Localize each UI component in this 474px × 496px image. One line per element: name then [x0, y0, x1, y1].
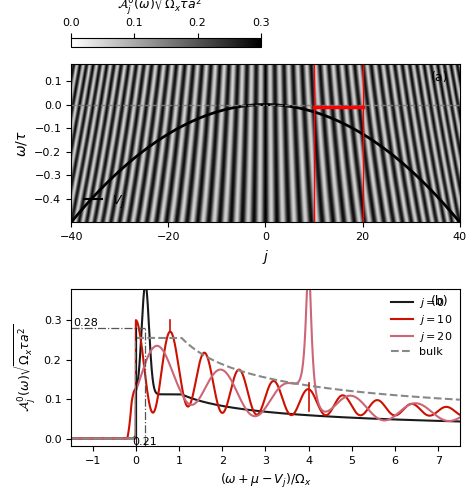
bulk [457, 397, 463, 403]
$j = 20$ [408, 401, 413, 407]
Y-axis label: $\mathcal{A}_j^0(\omega)\sqrt{\Omega_x \tau a^2}$: $\mathcal{A}_j^0(\omega)\sqrt{\Omega_x \… [13, 323, 38, 412]
$j = 20$ [68, 435, 74, 441]
X-axis label: $j$: $j$ [262, 248, 269, 265]
$j = 0$ [234, 405, 240, 411]
$j = 20$ [234, 389, 240, 395]
$j = 0$ [449, 418, 455, 424]
$j = 10$ [113, 435, 118, 441]
bulk [133, 335, 139, 341]
$j = 0$ [143, 281, 148, 287]
Text: 0.28: 0.28 [73, 318, 98, 328]
Text: (a): (a) [430, 71, 448, 84]
$j = 0$ [136, 372, 141, 378]
$j = 20$ [113, 435, 118, 441]
$j = 10$ [68, 435, 74, 441]
$j = 0$ [113, 435, 118, 441]
Text: (b): (b) [430, 295, 448, 308]
$j = 10$ [235, 368, 240, 373]
$j = 0$ [457, 419, 463, 425]
$j = 0$ [68, 435, 74, 441]
$j = 10$ [136, 325, 142, 331]
X-axis label: $(\omega + \mu - V_j)/\Omega_x$: $(\omega + \mu - V_j)/\Omega_x$ [220, 472, 311, 490]
Line: $j = 20$: $j = 20$ [71, 263, 460, 438]
bulk [408, 393, 413, 399]
Text: 0.21: 0.21 [133, 437, 157, 447]
$j = 10$ [133, 317, 139, 323]
$j = 20$ [306, 260, 311, 266]
$j = 20$ [457, 415, 463, 421]
$j = 20$ [449, 418, 455, 424]
$j = 0$ [218, 403, 223, 409]
$j = 20$ [136, 380, 141, 386]
Line: $j = 10$: $j = 10$ [71, 320, 460, 438]
bulk [449, 396, 455, 402]
bulk [136, 335, 141, 341]
$j = 10$ [408, 401, 413, 407]
$j = 10$ [457, 412, 463, 418]
Line: $j = 0$: $j = 0$ [71, 284, 460, 438]
bulk [218, 361, 223, 367]
$j = 20$ [217, 367, 223, 372]
bulk [68, 435, 74, 441]
$j = 10$ [218, 408, 223, 414]
$j = 10$ [449, 406, 455, 412]
$j = 10$ [73, 435, 78, 441]
Text: $\mathcal{A}_j^0(\omega)\sqrt{\Omega_x \tau a^2}$: $\mathcal{A}_j^0(\omega)\sqrt{\Omega_x \… [117, 0, 205, 17]
Legend: $j = 0$, $j = 10$, $j = 20$, bulk: $j = 0$, $j = 10$, $j = 20$, bulk [389, 294, 454, 359]
$j = 0$ [408, 417, 413, 423]
Y-axis label: $\omega/\tau$: $\omega/\tau$ [14, 130, 29, 157]
bulk [234, 367, 240, 373]
Legend: $V_j$: $V_j$ [77, 186, 132, 216]
bulk [113, 435, 118, 441]
Line: bulk: bulk [71, 338, 460, 438]
